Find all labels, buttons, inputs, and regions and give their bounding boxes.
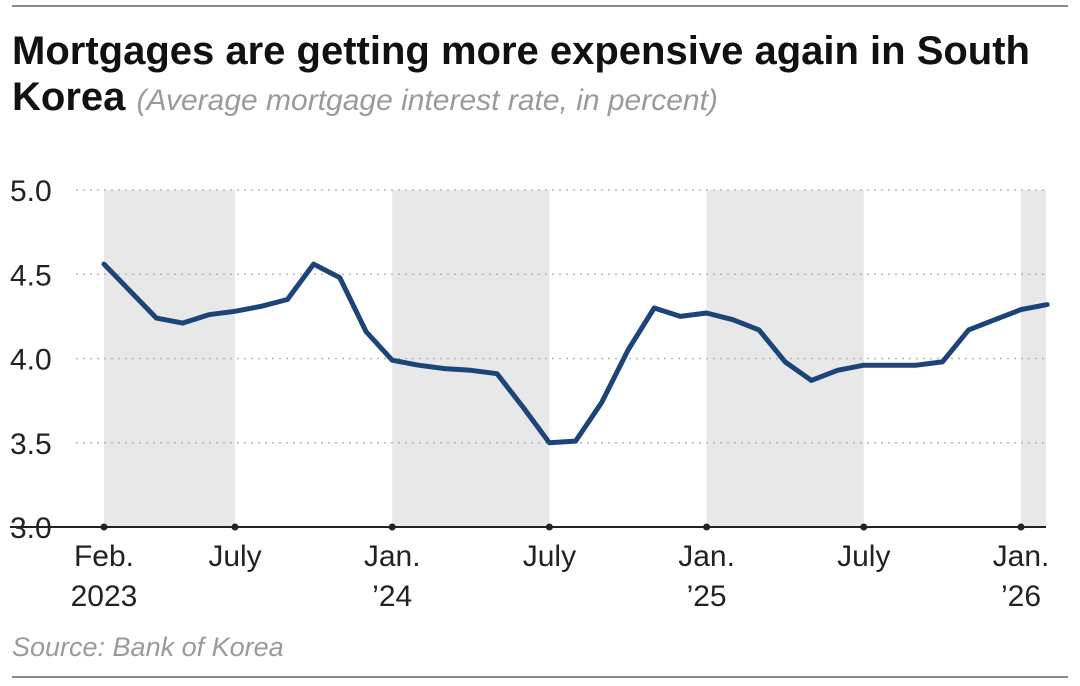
x-tick-year-label: 2023 (71, 580, 138, 613)
shaded-band-2026 (1021, 190, 1046, 527)
x-tick-mark (860, 523, 868, 531)
title-text: Mortgages are getting more expensive aga… (12, 29, 1030, 119)
x-tick-year-label: ’25 (687, 580, 727, 613)
x-tick-label: Jan. (364, 540, 421, 573)
x-tick-label: July (523, 540, 576, 573)
y-tick-label: 3.0 (10, 512, 52, 545)
x-tick-label: July (837, 540, 890, 573)
y-axis: 5.0 4.5 4.0 3.5 3.0 (10, 175, 52, 545)
x-tick-year-label: ’24 (372, 580, 412, 613)
x-tick-mark (388, 523, 396, 531)
bottom-rule (12, 676, 1068, 678)
source-note: Source: Bank of Korea (12, 632, 284, 662)
chart-title: Mortgages are getting more expensive aga… (12, 28, 1068, 124)
x-tick-label: Feb. (74, 540, 134, 573)
y-tick-label: 5.0 (10, 175, 52, 208)
x-tick-mark (1017, 523, 1025, 531)
data-series (101, 261, 1050, 446)
y-tick-label: 4.0 (10, 344, 52, 377)
x-tick-mark (231, 523, 239, 531)
x-tick-year-label: ’26 (1001, 580, 1041, 613)
x-tick-mark (703, 523, 711, 531)
x-tick-label: Jan. (993, 540, 1050, 573)
top-rule (12, 5, 1068, 7)
series-line (101, 261, 1050, 446)
shaded-periods (104, 190, 1046, 527)
x-axis: Feb. 2023 July Jan. ’24 July Jan. ’25 July Jan. ’2… (10, 523, 1050, 613)
y-tick-label: 4.5 (10, 259, 52, 292)
x-tick-mark (545, 523, 553, 531)
x-tick-label: July (208, 540, 261, 573)
shaded-band-2024-h1 (392, 190, 550, 527)
x-tick-mark (100, 523, 108, 531)
chart-subtitle: (Average mortgage interest rate, in perc… (136, 84, 718, 117)
x-tick-label: Jan. (678, 540, 735, 573)
y-tick-label: 3.5 (10, 428, 52, 461)
shaded-band-2023-h1 (104, 190, 235, 527)
